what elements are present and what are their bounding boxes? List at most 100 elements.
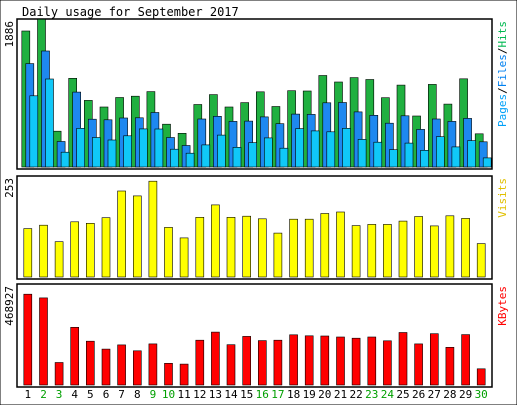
- bar-kbytes-kbytes-25: [398, 332, 408, 386]
- bar-visits-visits-19: [304, 218, 314, 278]
- bar-hits-pages-13: [217, 134, 226, 168]
- bar-hits-pages-14: [232, 147, 242, 168]
- bar-kbytes-kbytes-17: [273, 339, 283, 386]
- bar-visits-visits-10: [164, 227, 173, 278]
- bar-visits-visits-1: [23, 228, 33, 278]
- x-tick-label-1: 1: [24, 388, 31, 401]
- x-tick-label-16: 16: [256, 388, 269, 401]
- bar-visits-visits-30: [476, 243, 486, 278]
- bar-kbytes-kbytes-20: [320, 335, 330, 386]
- bar-hits-pages-17: [279, 147, 289, 168]
- bar-kbytes-kbytes-24: [383, 340, 392, 386]
- legend-entry-hits-1: /: [496, 87, 509, 94]
- bar-visits-visits-28: [445, 215, 455, 278]
- x-tick-label-7: 7: [118, 388, 125, 401]
- bar-kbytes-kbytes-11: [179, 363, 189, 386]
- bar-visits-visits-13: [211, 204, 220, 278]
- bar-hits-pages-2: [45, 78, 54, 168]
- bar-hits-pages-29: [467, 140, 476, 168]
- bar-kbytes-kbytes-28: [445, 346, 455, 386]
- bar-kbytes-kbytes-29: [461, 334, 470, 386]
- bar-hits-pages-28: [451, 146, 461, 168]
- legend-entry-kbytes-0: KBytes: [496, 286, 509, 326]
- chart-title: Daily usage for September 2017: [22, 5, 239, 19]
- bar-hits-pages-27: [435, 136, 445, 168]
- bar-hits-pages-18: [295, 128, 304, 168]
- bar-visits-visits-25: [398, 220, 408, 278]
- x-tick-label-9: 9: [150, 388, 157, 401]
- bar-visits-visits-26: [414, 216, 423, 278]
- x-tick-label-23: 23: [365, 388, 378, 401]
- bar-hits-pages-1: [29, 95, 39, 168]
- bar-kbytes-kbytes-18: [289, 334, 298, 386]
- bar-kbytes-kbytes-27: [429, 333, 439, 386]
- bar-visits-visits-24: [383, 224, 392, 278]
- bar-visits-visits-17: [273, 232, 283, 278]
- bar-kbytes-kbytes-10: [164, 362, 173, 386]
- bar-visits-visits-29: [461, 218, 470, 278]
- bar-kbytes-kbytes-30: [476, 368, 486, 386]
- x-tick-label-29: 29: [459, 388, 472, 401]
- x-tick-label-11: 11: [177, 388, 190, 401]
- bar-kbytes-kbytes-23: [367, 336, 377, 386]
- bar-visits-visits-8: [133, 195, 142, 278]
- bar-visits-visits-14: [226, 217, 236, 278]
- bar-kbytes-kbytes-22: [351, 337, 361, 386]
- bar-visits-visits-2: [39, 224, 48, 278]
- x-tick-label-14: 14: [224, 388, 238, 401]
- bar-hits-pages-22: [357, 139, 367, 168]
- x-tick-label-30: 30: [475, 388, 488, 401]
- x-tick-label-10: 10: [162, 388, 175, 401]
- legend-entry-hits-4: Hits: [496, 21, 509, 48]
- bar-visits-visits-4: [70, 221, 79, 278]
- bar-kbytes-kbytes-7: [117, 344, 126, 386]
- bar-visits-visits-11: [179, 237, 189, 278]
- bar-visits-visits-18: [289, 218, 298, 278]
- bar-visits-visits-6: [101, 217, 111, 278]
- bar-hits-pages-24: [389, 149, 398, 168]
- bar-hits-pages-30: [482, 157, 492, 168]
- bar-visits-visits-15: [242, 215, 251, 278]
- bar-kbytes-kbytes-6: [101, 348, 111, 386]
- bar-hits-pages-5: [92, 137, 101, 168]
- bar-kbytes-kbytes-14: [226, 344, 236, 386]
- bar-hits-pages-21: [342, 128, 351, 168]
- bar-hits-pages-26: [420, 150, 429, 168]
- bar-hits-pages-16: [263, 137, 273, 168]
- bar-kbytes-kbytes-15: [242, 336, 251, 386]
- x-tick-label-24: 24: [381, 388, 395, 401]
- bar-kbytes-kbytes-9: [148, 343, 158, 386]
- bar-hits-pages-25: [404, 142, 414, 168]
- panel-kbytes: 468927 KBytes: [3, 283, 509, 388]
- bar-kbytes-kbytes-1: [23, 293, 33, 386]
- x-tick-label-22: 22: [349, 388, 362, 401]
- bar-visits-visits-27: [429, 225, 439, 278]
- bar-hits-pages-6: [107, 139, 117, 168]
- x-tick-label-15: 15: [240, 388, 253, 401]
- x-tick-label-21: 21: [334, 388, 347, 401]
- bar-visits-visits-7: [117, 190, 126, 278]
- axis-max-label-hits: 1886: [3, 21, 16, 48]
- bar-hits-pages-11: [185, 152, 195, 168]
- legend-entry-hits-3: /: [496, 48, 509, 55]
- x-tick-label-5: 5: [87, 388, 94, 401]
- bar-visits-visits-12: [195, 217, 205, 278]
- panel-frame-visits: [16, 175, 493, 280]
- bar-kbytes-kbytes-26: [414, 343, 423, 386]
- bar-hits-pages-10: [170, 148, 179, 168]
- bar-visits-visits-20: [320, 213, 330, 278]
- bar-visits-visits-21: [336, 211, 345, 278]
- bar-hits-pages-12: [201, 144, 211, 168]
- x-tick-label-8: 8: [134, 388, 141, 401]
- bar-kbytes-kbytes-12: [195, 339, 205, 386]
- axis-max-label-visits: 253: [3, 178, 16, 198]
- bar-visits-visits-3: [54, 241, 64, 278]
- bar-kbytes-kbytes-8: [133, 350, 142, 386]
- legend-kbytes: KBytes: [496, 286, 509, 326]
- bar-kbytes-kbytes-5: [86, 340, 95, 386]
- legend-entry-visits-0: Visits: [496, 178, 509, 218]
- bar-hits-pages-8: [139, 128, 148, 168]
